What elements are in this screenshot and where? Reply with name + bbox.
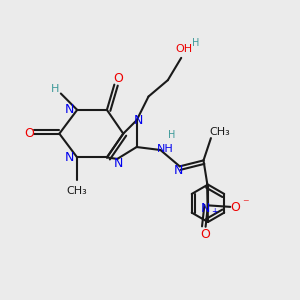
Text: H: H [168,130,176,140]
Text: N: N [114,157,124,170]
Text: CH₃: CH₃ [209,127,230,136]
Text: O: O [24,127,34,140]
Text: N: N [65,151,74,164]
Text: O: O [231,201,241,214]
Text: N: N [200,202,210,215]
Text: N: N [65,103,74,116]
Text: N: N [173,164,183,177]
Text: H: H [192,38,199,48]
Text: +: + [211,207,218,216]
Text: NH: NH [157,143,173,154]
Text: H: H [51,84,60,94]
Text: OH: OH [175,44,192,54]
Text: O: O [201,228,211,241]
Text: N: N [134,114,143,127]
Text: CH₃: CH₃ [67,186,88,196]
Text: O: O [113,72,123,85]
Text: ⁻: ⁻ [242,197,248,210]
